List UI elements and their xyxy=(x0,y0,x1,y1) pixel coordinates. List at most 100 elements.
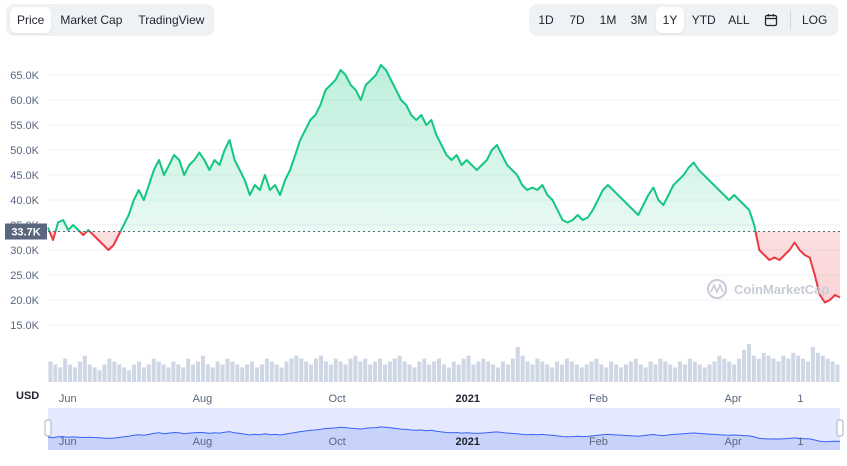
range-3m-button[interactable]: 3M xyxy=(630,13,648,27)
volume-bar xyxy=(712,361,717,382)
navigator-left-handle[interactable] xyxy=(44,419,52,437)
volume-bar xyxy=(771,358,776,382)
navigator-tick-label: Jun xyxy=(59,436,77,448)
range-7d-button[interactable]: 7D xyxy=(569,13,585,27)
volume-bar xyxy=(382,364,387,382)
navigator-tick-label: Aug xyxy=(193,436,213,448)
volume-bar xyxy=(171,361,176,382)
volume-bar xyxy=(210,367,215,382)
navigator-tick-label: Feb xyxy=(589,436,608,448)
watermark-text: CoinMarketCap xyxy=(734,282,829,297)
volume-bar xyxy=(446,367,451,382)
volume-bar xyxy=(742,349,747,382)
y-tick-label: 20.0K xyxy=(10,295,39,307)
volume-bar xyxy=(82,355,87,382)
volume-bar xyxy=(569,361,574,382)
range-1y-button[interactable]: 1Y xyxy=(656,7,684,33)
volume-bar xyxy=(112,361,117,382)
volume-bar xyxy=(500,361,505,382)
volume-bar xyxy=(117,364,122,382)
volume-bar xyxy=(225,358,230,382)
volume-bar xyxy=(397,355,402,382)
volume-bar xyxy=(127,370,132,382)
volume-bar xyxy=(48,361,53,382)
volume-bar xyxy=(156,361,161,382)
tab-tradingview[interactable]: TradingView xyxy=(138,13,205,27)
tab-price[interactable]: Price xyxy=(10,7,52,33)
range-navigator[interactable]: Jun Aug Oct 2021 Feb Apr 1 xyxy=(44,408,844,450)
volume-bar xyxy=(166,367,171,382)
volume-bar xyxy=(466,355,471,382)
volume-bar xyxy=(648,361,653,382)
volume-bar xyxy=(141,367,146,382)
volume-bar xyxy=(161,364,166,382)
volume-bar xyxy=(673,367,678,382)
price-line-above xyxy=(47,64,757,232)
volume-bar xyxy=(727,361,732,382)
volume-bar xyxy=(766,355,771,382)
reference-value-label: 33.7K xyxy=(11,227,40,239)
x-tick-label: 2021 xyxy=(456,393,480,405)
range-all-button[interactable]: ALL xyxy=(728,13,750,27)
volume-bar xyxy=(377,358,383,382)
volume-bar xyxy=(525,361,530,382)
log-scale-toggle[interactable]: LOG xyxy=(801,13,828,27)
volume-bar xyxy=(830,361,835,382)
volume-bar xyxy=(92,367,97,382)
navigator-tick-label: 2021 xyxy=(456,436,480,448)
volume-bar xyxy=(314,358,319,382)
volume-bar xyxy=(515,346,520,382)
volume-bar xyxy=(387,361,392,382)
volume-bar xyxy=(589,361,594,382)
x-tick-label: Feb xyxy=(589,393,608,405)
volume-bar xyxy=(97,370,102,382)
y-tick-label: 15.0K xyxy=(10,320,39,332)
navigator-tick-label: Oct xyxy=(329,436,346,448)
volume-bar xyxy=(402,361,407,382)
calendar-button[interactable] xyxy=(757,7,785,33)
volume-bar xyxy=(284,361,289,382)
volume-bar xyxy=(643,367,648,382)
x-tick-label: Oct xyxy=(329,393,346,405)
volume-bar xyxy=(136,361,141,382)
volume-bar xyxy=(328,364,333,382)
volume-bar xyxy=(663,361,668,382)
volume-bar xyxy=(545,364,550,382)
volume-bar xyxy=(58,367,63,382)
volume-bar xyxy=(801,358,806,382)
y-axis: 15.0K20.0K25.0K30.0K35.0K40.0K45.0K50.0K… xyxy=(10,70,39,332)
volume-bar xyxy=(437,358,442,382)
volume-bar xyxy=(653,364,658,382)
volume-bar xyxy=(176,364,181,382)
volume-bar xyxy=(63,358,68,382)
price-area-below xyxy=(48,231,840,303)
range-1m-button[interactable]: 1M xyxy=(599,13,617,27)
price-chart[interactable]: 15.0K20.0K25.0K30.0K35.0K40.0K45.0K50.0K… xyxy=(0,40,847,466)
volume-bar xyxy=(476,361,481,382)
navigator-area xyxy=(48,426,840,450)
volume-bar xyxy=(496,367,501,382)
range-ytd-button[interactable]: YTD xyxy=(691,13,716,27)
volume-bar xyxy=(555,361,560,382)
volume-bar xyxy=(481,358,486,382)
volume-bar xyxy=(240,367,245,382)
volume-bar xyxy=(717,355,722,382)
y-tick-label: 45.0K xyxy=(10,170,39,182)
volume-bar xyxy=(245,364,250,382)
navigator-right-handle[interactable] xyxy=(836,419,844,437)
volume-bar xyxy=(412,367,417,382)
volume-bar xyxy=(368,364,373,382)
volume-bar xyxy=(520,355,525,382)
y-tick-label: 50.0K xyxy=(10,145,39,157)
chart-type-tabs: Price Market Cap TradingView xyxy=(6,4,214,36)
volume-bar xyxy=(53,364,58,382)
volume-bar xyxy=(722,358,727,382)
volume-bar xyxy=(550,367,555,382)
volume-bar xyxy=(732,364,737,382)
range-1d-button[interactable]: 1D xyxy=(538,13,554,27)
volume-bar xyxy=(323,361,328,382)
volume-bar xyxy=(678,361,683,382)
volume-bar xyxy=(299,358,304,382)
volume-bar xyxy=(614,364,619,382)
tab-market-cap[interactable]: Market Cap xyxy=(60,13,123,27)
